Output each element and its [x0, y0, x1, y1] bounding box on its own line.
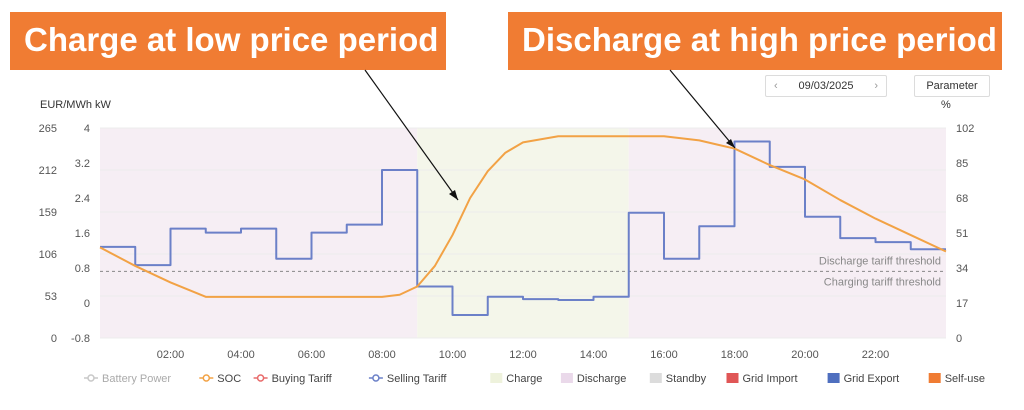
date-picker[interactable]: ‹ 09/03/2025 › [765, 75, 887, 97]
y-power-tick-label: 4 [84, 123, 90, 135]
x-tick-label: 16:00 [650, 349, 678, 361]
y-right-tick-label: 0 [956, 333, 962, 345]
legend-label: SOC [217, 373, 241, 385]
x-tick-label: 10:00 [439, 349, 467, 361]
legend-marker-dot [87, 374, 95, 382]
band-discharge-0 [100, 128, 418, 338]
y-power-tick-label: 0 [84, 298, 90, 310]
y-left-tick-label: 53 [45, 291, 57, 303]
y-right-tick-label: 102 [956, 123, 974, 135]
legend-label: Selling Tariff [387, 373, 447, 385]
legend-label: Discharge [577, 373, 627, 385]
x-tick-label: 02:00 [157, 349, 185, 361]
y-right-tick-label: 17 [956, 298, 968, 310]
x-tick-label: 20:00 [791, 349, 819, 361]
legend-marker-dot [202, 374, 211, 382]
y-left-tick-label: 265 [39, 123, 57, 135]
y-left-tick-label: 212 [39, 165, 57, 177]
x-tick-label: 14:00 [580, 349, 608, 361]
parameter-button[interactable]: Parameter [914, 75, 990, 97]
threshold-label-charging: Charging tariff threshold [824, 276, 941, 288]
arrow-line-right [669, 69, 736, 149]
y-power-tick-label: 2.4 [75, 193, 90, 205]
chevron-right-icon[interactable]: › [874, 80, 878, 92]
y-power-tick-label: -0.8 [71, 333, 90, 345]
x-tick-label: 12:00 [509, 349, 537, 361]
x-tick-label: 06:00 [298, 349, 326, 361]
legend-swatch [490, 373, 503, 383]
y-left-tick-label: 159 [39, 207, 57, 219]
legend-marker-dot [256, 374, 265, 382]
y-right-tick-label: 68 [956, 193, 968, 205]
x-tick-label: 08:00 [368, 349, 396, 361]
legend-swatch [726, 373, 739, 383]
y-power-tick-label: 0.8 [75, 263, 90, 275]
legend-label: Self-use [945, 373, 985, 385]
x-tick-label: 04:00 [227, 349, 255, 361]
legend-label: Grid Export [844, 373, 900, 385]
legend-marker-dot [372, 374, 380, 382]
legend-label: Buying Tariff [272, 373, 333, 385]
chevron-left-icon[interactable]: ‹ [774, 80, 778, 92]
arrow-head-left [449, 190, 458, 200]
date-value: 09/03/2025 [798, 80, 854, 92]
x-tick-label: 18:00 [721, 349, 749, 361]
band-discharge-2 [628, 128, 946, 338]
legend-label: Grid Import [743, 373, 798, 385]
callout-discharge-high-price: Discharge at high price period [508, 12, 1002, 70]
arrow-line-left [364, 69, 459, 201]
right-axis-label: % [941, 99, 951, 111]
legend-label: Charge [506, 373, 542, 385]
legend-swatch [827, 373, 840, 383]
y-right-tick-label: 51 [956, 228, 968, 240]
callout-charge-low-price: Charge at low price period [10, 12, 446, 70]
y-power-tick-label: 3.2 [75, 158, 90, 170]
y-left-tick-label: 0 [51, 333, 57, 345]
legend-swatch [560, 373, 573, 383]
band-charge-1 [417, 128, 629, 338]
arrow-head-right [726, 139, 735, 148]
y-right-tick-label: 85 [956, 158, 968, 170]
legend-swatch [928, 373, 941, 383]
legend-swatch [649, 373, 662, 383]
series-selling-tariff-line [100, 140, 946, 317]
x-tick-label: 22:00 [862, 349, 890, 361]
legend-label: Standby [666, 373, 707, 385]
y-right-tick-label: 34 [956, 263, 968, 275]
y-power-tick-label: 1.6 [75, 228, 90, 240]
series-soc-line [99, 135, 947, 298]
threshold-label-discharge: Discharge tariff threshold [819, 255, 941, 267]
left-axis-label: EUR/MWh kW [40, 99, 112, 111]
y-left-tick-label: 106 [39, 249, 57, 261]
legend-label: Battery Power [102, 373, 171, 385]
